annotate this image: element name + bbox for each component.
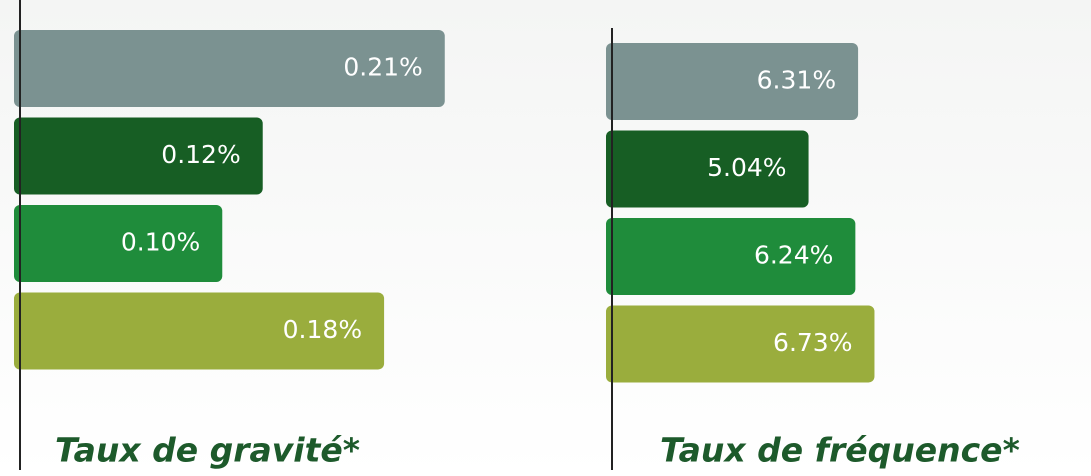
bar [606,305,875,383]
chart-title: Taux de fréquence* [660,431,1020,470]
bar [14,292,385,370]
value-label: 0.12% [161,140,240,169]
value-label: 6.31% [757,66,836,95]
bar [606,218,856,295]
bar [606,43,859,120]
bar [606,130,809,208]
value-label: 0.10% [121,228,200,257]
bar [14,117,263,195]
value-label: 5.04% [707,153,786,182]
bar [14,205,223,282]
value-label: 6.24% [754,241,833,270]
value-label: 0.18% [283,315,362,344]
value-label: 0.21% [343,53,422,82]
value-label: 6.73% [773,328,852,357]
chart-title: Taux de gravité* [55,431,360,470]
bar [14,30,445,107]
